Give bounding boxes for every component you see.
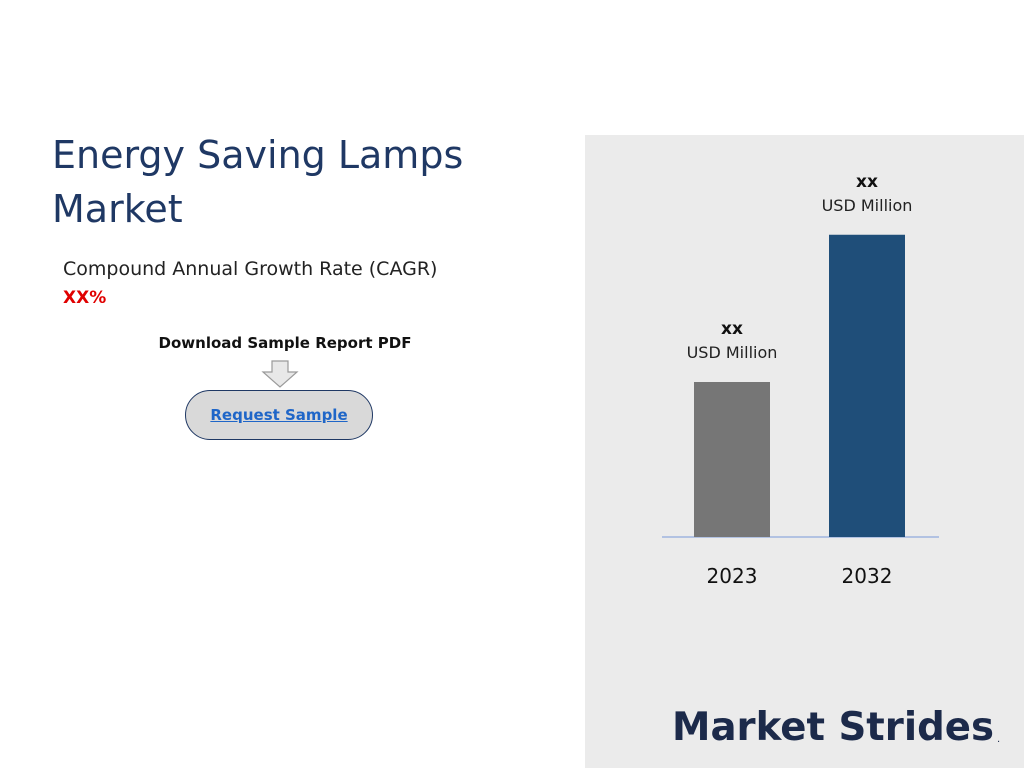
bar-2023 (694, 382, 770, 537)
request-sample-button[interactable]: Request Sample (185, 390, 373, 440)
cagr-value: XX% (63, 288, 107, 308)
svg-text:Market Strides: Market Strides (672, 705, 994, 746)
cagr-label: Compound Annual Growth Rate (CAGR) (63, 258, 438, 280)
x-tick-label: 2023 (707, 564, 758, 588)
data-label-unit: USD Million (687, 343, 778, 362)
market-strides-logo: Market Strides . (672, 705, 1000, 746)
down-arrow-icon (261, 360, 299, 388)
data-label-value: xx (721, 319, 743, 339)
page-title: Energy Saving Lamps Market (52, 133, 464, 231)
x-tick-label: 2032 (842, 564, 893, 588)
bar-2032 (829, 234, 905, 537)
data-label-value: xx (856, 172, 878, 192)
market-size-chart: 2023 xx USD Million 2032 xx USD Million (662, 172, 939, 588)
chart-panel: 2023 xx USD Million 2032 xx USD Million (585, 135, 1024, 768)
svg-text:.: . (997, 734, 1000, 745)
data-label-unit: USD Million (822, 196, 913, 215)
download-sample-label: Download Sample Report PDF (158, 334, 412, 352)
